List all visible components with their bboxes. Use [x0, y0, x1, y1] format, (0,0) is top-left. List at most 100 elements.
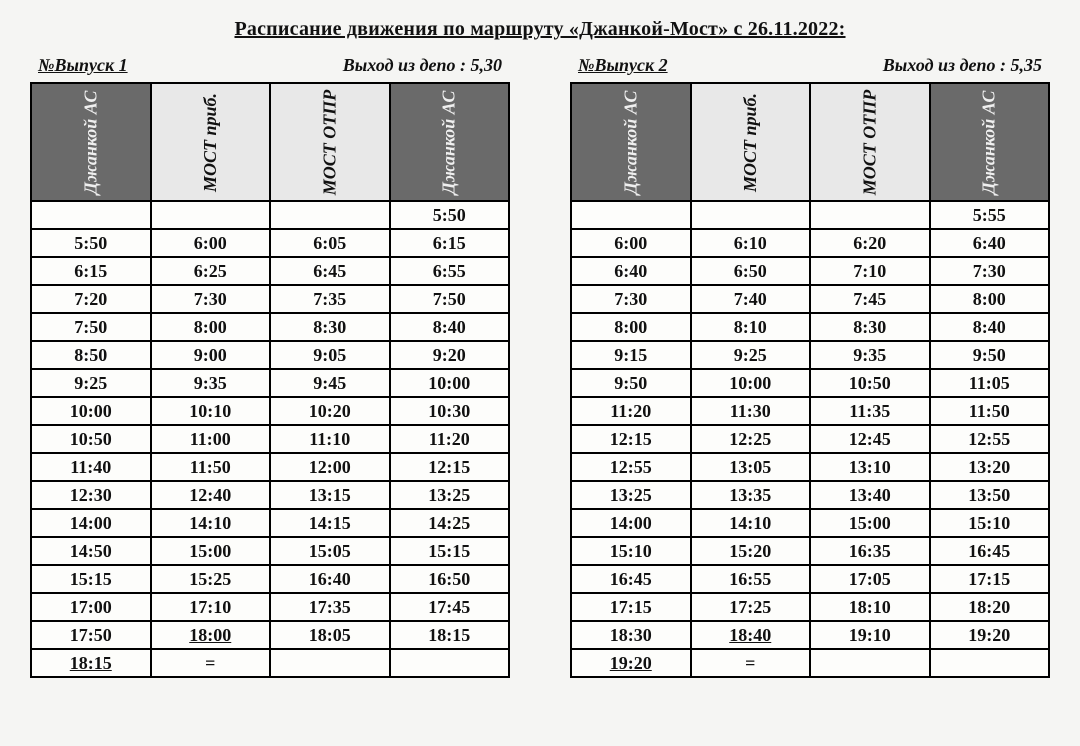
- panels-container: №Выпуск 1 Выход из депо : 5,30 Джанкой А…: [30, 55, 1050, 700]
- table-cell: 7:10: [810, 257, 930, 285]
- table-cell: 17:35: [270, 593, 390, 621]
- table-cell: 7:50: [31, 313, 151, 341]
- table-cell: 12:45: [810, 425, 930, 453]
- table-cell: 9:25: [31, 369, 151, 397]
- table-cell: 11:05: [930, 369, 1050, 397]
- table-cell: 7:20: [31, 285, 151, 313]
- table-cell: 7:30: [930, 257, 1050, 285]
- table-cell: 11:40: [31, 453, 151, 481]
- table-cell: 7:50: [390, 285, 510, 313]
- table-cell: 13:05: [691, 453, 811, 481]
- table-cell: 7:30: [571, 285, 691, 313]
- table-cell: 14:10: [691, 509, 811, 537]
- panel-1-depot-label: Выход из депо : 5,30: [343, 55, 502, 76]
- table-row: 6:006:106:206:40: [571, 229, 1049, 257]
- panel-2-header: №Выпуск 2 Выход из депо : 5,35: [570, 55, 1050, 76]
- table-cell: 8:30: [810, 313, 930, 341]
- table-row: 7:508:008:308:40: [31, 313, 509, 341]
- table-row: 7:207:307:357:50: [31, 285, 509, 313]
- table-row: 17:1517:2518:1018:20: [571, 593, 1049, 621]
- table-cell: 15:00: [810, 509, 930, 537]
- panel-1-sub-label: №Выпуск 1: [38, 55, 128, 76]
- table-cell: 19:10: [810, 621, 930, 649]
- table-cell: 18:20: [930, 593, 1050, 621]
- table-cell: 14:00: [31, 509, 151, 537]
- table-cell: 9:05: [270, 341, 390, 369]
- table-cell: 12:55: [930, 425, 1050, 453]
- table-cell: 11:00: [151, 425, 271, 453]
- table-row: 5:506:006:056:15: [31, 229, 509, 257]
- table-cell: 15:20: [691, 537, 811, 565]
- table-header-row: Джанкой АС МОСТ приб. МОСТ ОТПР Джанкой …: [31, 83, 509, 201]
- table-cell: 10:20: [270, 397, 390, 425]
- table-row: 10:0010:1010:2010:30: [31, 397, 509, 425]
- table-row: 17:5018:0018:0518:15: [31, 621, 509, 649]
- col-header-3-label: Джанкой АС: [979, 90, 1000, 194]
- table-cell: 18:15: [390, 621, 510, 649]
- col-header-0-label: Джанкой АС: [620, 90, 641, 194]
- schedule-table-1: Джанкой АС МОСТ приб. МОСТ ОТПР Джанкой …: [30, 82, 510, 678]
- table-cell: 10:50: [31, 425, 151, 453]
- table-row: 17:0017:1017:3517:45: [31, 593, 509, 621]
- table-cell: 17:15: [930, 565, 1050, 593]
- panel-2-depot-label: Выход из депо : 5,35: [883, 55, 1042, 76]
- table-cell: 16:45: [571, 565, 691, 593]
- table-cell: 12:15: [571, 425, 691, 453]
- table-cell: [270, 201, 390, 229]
- table-cell: 13:35: [691, 481, 811, 509]
- table-cell: [930, 649, 1050, 677]
- table-cell: 13:25: [390, 481, 510, 509]
- table-cell: 8:50: [31, 341, 151, 369]
- col-header-2-label: МОСТ ОТПР: [859, 89, 880, 195]
- table-row: 13:2513:3513:4013:50: [571, 481, 1049, 509]
- table-cell: 19:20: [571, 649, 691, 677]
- table-cell: [810, 201, 930, 229]
- table-cell: 16:45: [930, 537, 1050, 565]
- table-cell: 9:50: [571, 369, 691, 397]
- table-cell: [151, 201, 271, 229]
- col-header-1-label: МОСТ приб.: [740, 92, 761, 191]
- table-cell: 6:40: [571, 257, 691, 285]
- table-cell: 14:15: [270, 509, 390, 537]
- table-cell: 18:05: [270, 621, 390, 649]
- table-cell: 8:10: [691, 313, 811, 341]
- table-cell: 7:45: [810, 285, 930, 313]
- table-row: 9:5010:0010:5011:05: [571, 369, 1049, 397]
- schedule-table-2: Джанкой АС МОСТ приб. МОСТ ОТПР Джанкой …: [570, 82, 1050, 678]
- panel-2-sub-label: №Выпуск 2: [578, 55, 668, 76]
- table-cell: 6:40: [930, 229, 1050, 257]
- table-cell: 8:40: [930, 313, 1050, 341]
- table-cell: 6:15: [390, 229, 510, 257]
- table-cell: [31, 201, 151, 229]
- table-cell: 14:00: [571, 509, 691, 537]
- table-cell: 7:30: [151, 285, 271, 313]
- table-cell: 19:20: [930, 621, 1050, 649]
- table-cell: 16:35: [810, 537, 930, 565]
- table-cell: 6:05: [270, 229, 390, 257]
- table-row: 12:5513:0513:1013:20: [571, 453, 1049, 481]
- table-cell: 11:50: [151, 453, 271, 481]
- table-cell: 12:55: [571, 453, 691, 481]
- table-row: 5:50: [31, 201, 509, 229]
- table-row: 10:5011:0011:1011:20: [31, 425, 509, 453]
- table-cell: 12:00: [270, 453, 390, 481]
- col-header-2: МОСТ ОТПР: [270, 83, 390, 201]
- table-cell: 8:00: [930, 285, 1050, 313]
- table-row: 5:55: [571, 201, 1049, 229]
- table-cell: 18:30: [571, 621, 691, 649]
- table-row: 11:2011:3011:3511:50: [571, 397, 1049, 425]
- table-cell: 18:00: [151, 621, 271, 649]
- table-header-row: Джанкой АС МОСТ приб. МОСТ ОТПР Джанкой …: [571, 83, 1049, 201]
- table-row: 6:406:507:107:30: [571, 257, 1049, 285]
- table-cell: 15:15: [390, 537, 510, 565]
- table-cell: 6:25: [151, 257, 271, 285]
- col-header-2-label: МОСТ ОТПР: [319, 89, 340, 195]
- table-cell: 9:45: [270, 369, 390, 397]
- table-cell: 8:00: [571, 313, 691, 341]
- table-cell: 5:50: [390, 201, 510, 229]
- panel-1-header: №Выпуск 1 Выход из депо : 5,30: [30, 55, 510, 76]
- table-cell: 11:20: [571, 397, 691, 425]
- table-cell: [810, 649, 930, 677]
- table-cell: 8:30: [270, 313, 390, 341]
- table-cell: 13:15: [270, 481, 390, 509]
